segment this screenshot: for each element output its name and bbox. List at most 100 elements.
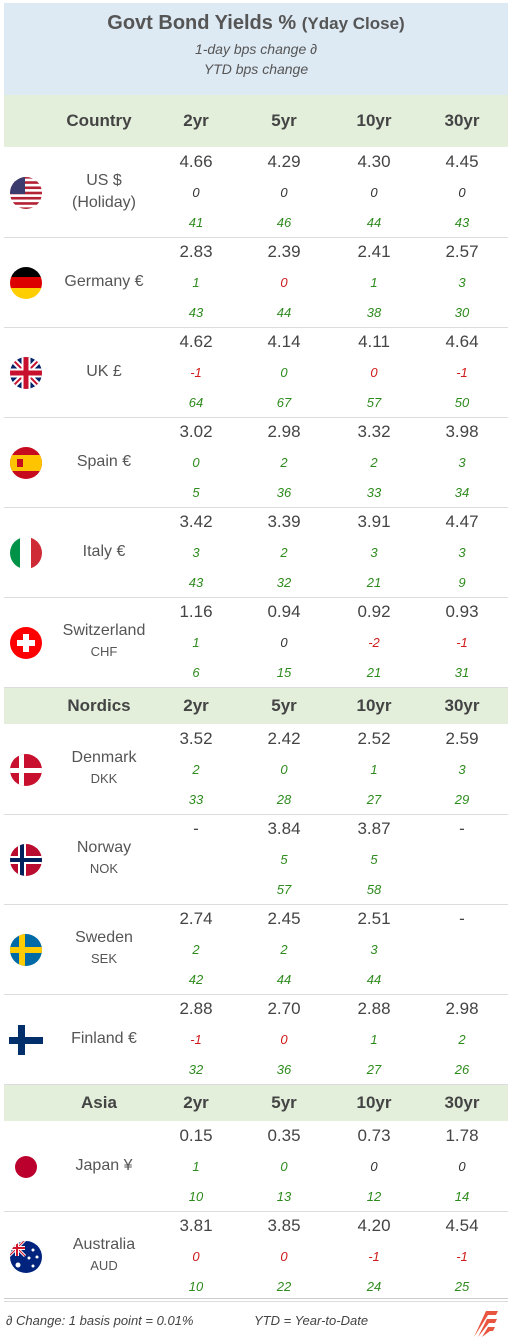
daily-change: 3 — [370, 545, 378, 560]
daily-change: 0 — [370, 365, 378, 380]
column-header: 5yr — [271, 111, 297, 130]
yield-value: 3.39 — [267, 512, 301, 531]
country-name: Norway NOK — [44, 837, 164, 879]
daily-change: 0 — [280, 275, 288, 290]
ytd-change: 57 — [366, 395, 382, 410]
ytd-change: 12 — [366, 1189, 382, 1204]
daily-change: 0 — [458, 185, 466, 200]
ytd-change: 50 — [454, 395, 470, 410]
section-header-label: Country — [66, 111, 132, 130]
section-header-label: Asia — [81, 1093, 117, 1112]
ytd-change: 21 — [366, 575, 382, 590]
yield-value: 2.88 — [179, 999, 213, 1018]
column-header: 2yr — [183, 1093, 209, 1112]
daily-change: 2 — [458, 1032, 466, 1047]
yield-value: 0.92 — [357, 602, 391, 621]
yield-value: 4.11 — [358, 332, 390, 351]
denmark-flag-icon — [9, 753, 43, 787]
japan-flag-icon — [9, 1150, 43, 1184]
daily-change: 3 — [458, 275, 466, 290]
country-sublabel: CHF — [90, 644, 118, 659]
sweden-flag-icon — [9, 933, 43, 967]
daily-change: 0 — [370, 185, 378, 200]
daily-change: 0 — [192, 1249, 200, 1264]
yield-value: 4.47 — [445, 512, 479, 531]
table-row: Germany € 2.83 1 43 2.39 0 44 2.41 1 38 2.57 3 30 — [4, 238, 508, 328]
daily-change: -1 — [190, 1032, 202, 1047]
table-row: Spain € 3.02 0 5 2.98 2 36 3.32 2 33 3.98 3 34 — [4, 418, 508, 508]
section-header-label: Nordics — [67, 696, 131, 715]
ytd-change: 67 — [276, 395, 292, 410]
germany-flag-icon — [9, 266, 43, 300]
daily-change: 3 — [458, 545, 466, 560]
yield-value: 1.78 — [445, 1126, 479, 1145]
daily-change: 0 — [370, 1159, 378, 1174]
daily-change: 2 — [370, 455, 378, 470]
ytd-change: 33 — [188, 792, 204, 807]
section-header: Nordics 2yr 5yr 10yr 30yr — [4, 688, 508, 724]
yield-value: 4.14 — [267, 332, 301, 351]
country-label: US $ — [86, 172, 122, 189]
yield-value: - — [459, 819, 465, 838]
yield-value: 3.42 — [179, 512, 213, 531]
yield-value: - — [193, 819, 199, 838]
daily-change: 2 — [192, 762, 200, 777]
column-header: 10yr — [356, 696, 392, 715]
daily-change: -1 — [456, 1249, 468, 1264]
country-name: Sweden SEK — [44, 927, 164, 969]
ytd-change: 14 — [454, 1189, 470, 1204]
yield-value: 4.62 — [179, 332, 213, 351]
ytd-change: 21 — [366, 665, 382, 680]
yield-value: 2.74 — [179, 909, 213, 928]
column-header: 10yr — [356, 1093, 392, 1112]
ytd-change: 28 — [276, 792, 292, 807]
daily-change: 0 — [280, 762, 288, 777]
daily-change: -1 — [456, 635, 468, 650]
subtitle-ytd: YTD bps change — [203, 61, 309, 77]
country-name: UK £ — [44, 361, 164, 383]
country-name: Australia AUD — [44, 1234, 164, 1276]
ytd-change: 30 — [454, 305, 470, 320]
title-sub: (Yday Close) — [301, 14, 405, 33]
yield-value: 4.54 — [445, 1216, 479, 1235]
table-row: Japan ¥ 0.15 1 10 0.35 0 13 0.73 0 12 1.78 0 14 — [4, 1122, 508, 1212]
table-row: Sweden SEK 2.74 2 42 2.45 2 44 2.51 3 44 - — [4, 905, 508, 995]
yield-value: 2.59 — [445, 729, 479, 748]
yield-value: 0.93 — [445, 602, 479, 621]
column-header: 2yr — [183, 696, 209, 715]
yield-value: 3.52 — [179, 729, 213, 748]
yield-value: 0.73 — [357, 1126, 391, 1145]
ytd-change: 31 — [454, 665, 470, 680]
spain-flag-icon — [9, 446, 43, 480]
daily-change: 1 — [370, 1032, 378, 1047]
ytd-change: 57 — [276, 882, 292, 897]
column-header: 5yr — [271, 1093, 297, 1112]
country-sublabel: (Holiday) — [71, 194, 136, 211]
yield-value: 2.70 — [267, 999, 301, 1018]
country-name: Switzerland CHF — [44, 620, 164, 662]
ytd-change: 44 — [366, 215, 382, 230]
us-flag-icon — [9, 176, 43, 210]
footnote-basis-point: ∂ Change: 1 basis point = 0.01% — [6, 1313, 194, 1328]
ytd-change: 6 — [192, 665, 200, 680]
ytd-change: 34 — [454, 485, 470, 500]
daily-change: 0 — [280, 185, 288, 200]
daily-change: 2 — [280, 455, 288, 470]
daily-change: 0 — [280, 1032, 288, 1047]
ytd-change: 5 — [192, 485, 200, 500]
daily-change: 3 — [458, 455, 466, 470]
column-header: 10yr — [356, 111, 392, 130]
switzerland-flag-icon — [9, 626, 43, 660]
ytd-change: 22 — [276, 1279, 292, 1294]
column-header: 30yr — [444, 696, 480, 715]
yield-value: 2.98 — [267, 422, 301, 441]
ytd-change: 36 — [276, 1062, 292, 1077]
daily-change: -2 — [368, 635, 380, 650]
daily-change: 1 — [192, 275, 200, 290]
country-sublabel: AUD — [90, 1258, 118, 1273]
daily-change: -1 — [456, 365, 468, 380]
ytd-change: 43 — [188, 575, 204, 590]
country-label: Germany € — [64, 273, 144, 290]
country-name: US $ (Holiday) — [44, 170, 164, 214]
yield-value: 2.83 — [179, 242, 213, 261]
